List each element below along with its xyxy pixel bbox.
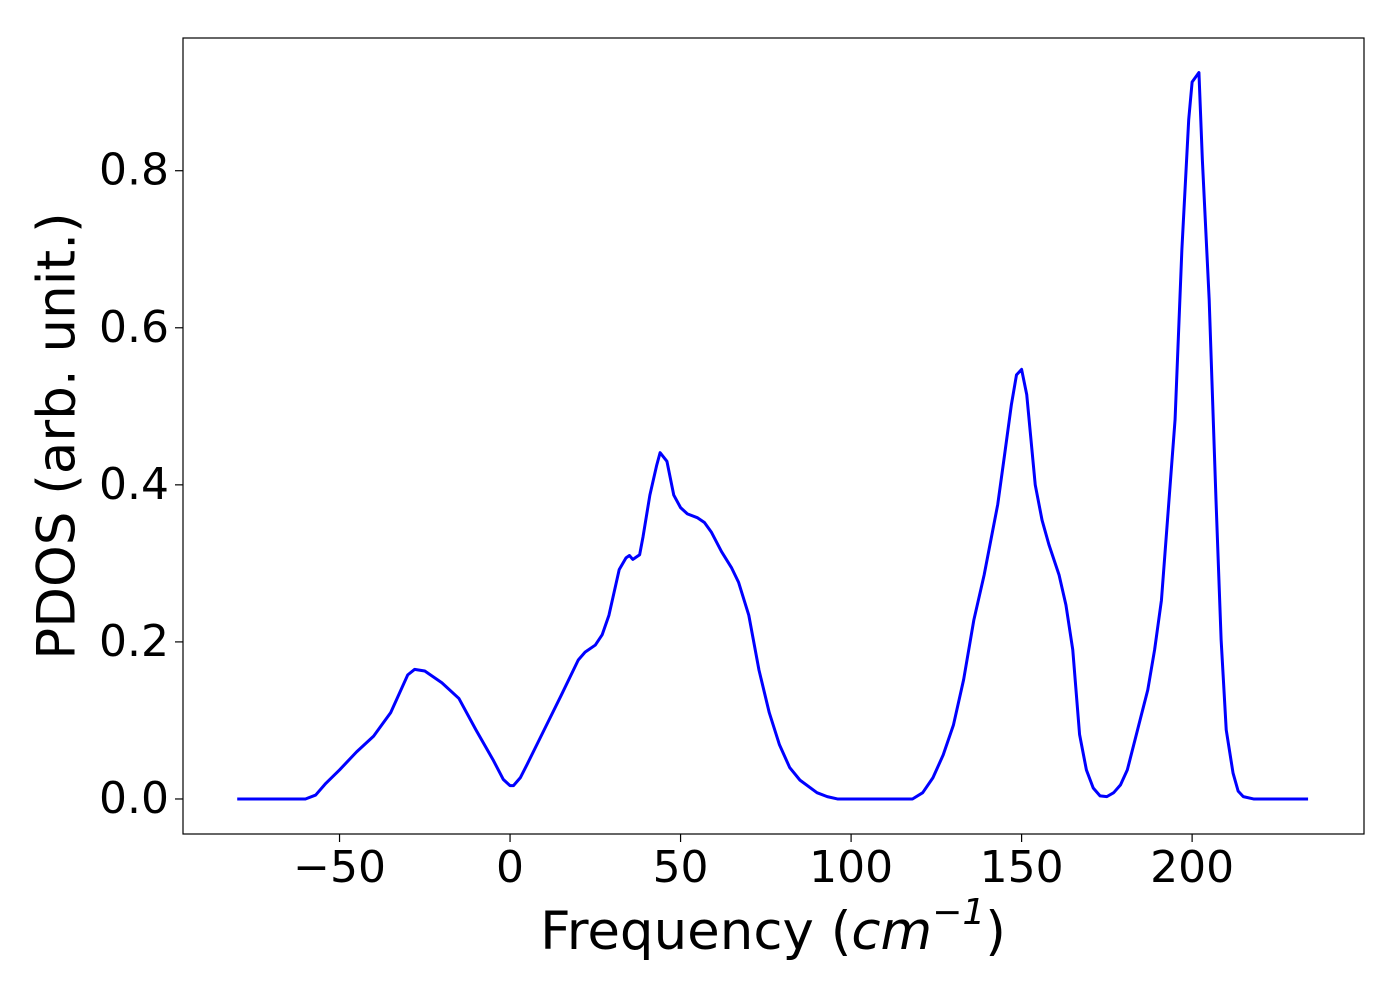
x-label-close: ) <box>985 901 1006 962</box>
x-label-text: Frequency ( <box>540 901 851 962</box>
x-tick-label: 200 <box>1150 842 1234 893</box>
y-axis-label: PDOS (arb. unit.) <box>27 212 88 659</box>
data-line <box>237 71 1309 801</box>
y-tick-label: 0.0 <box>99 773 169 824</box>
x-tick-label: −50 <box>293 842 386 893</box>
y-tick-label: 0.2 <box>99 616 169 667</box>
x-tick-label: 100 <box>809 842 893 893</box>
x-tick-label: 50 <box>653 842 709 893</box>
x-tick-label: 150 <box>980 842 1064 893</box>
plot-frame <box>182 37 1365 835</box>
x-label-exponent: −1 <box>932 892 985 933</box>
x-tick-label: 0 <box>496 842 524 893</box>
x-label-unit: cm <box>851 901 932 962</box>
y-tick-label: 0.6 <box>99 302 169 353</box>
y-tick-label: 0.4 <box>99 459 169 510</box>
x-axis-label: Frequency (cm−1) <box>540 892 1006 962</box>
y-tick-label: 0.8 <box>99 145 169 196</box>
